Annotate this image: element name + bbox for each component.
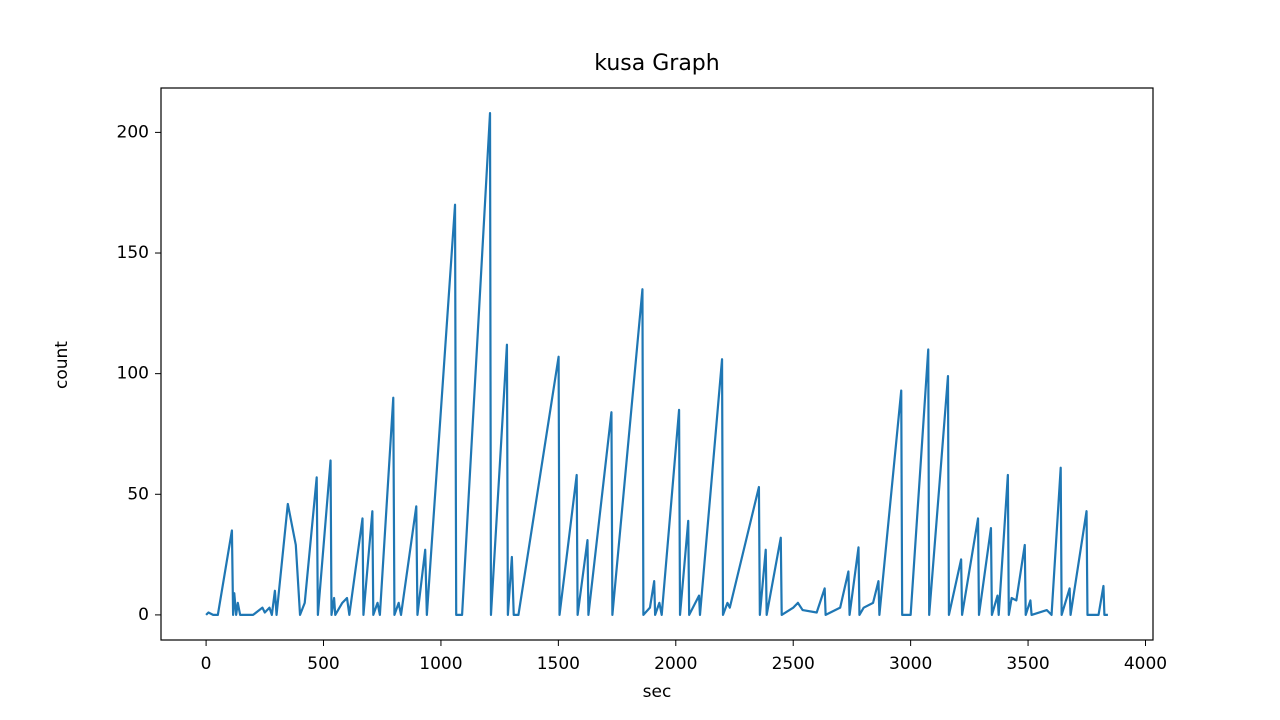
x-tick-label: 1500	[537, 654, 580, 674]
y-tick-label: 200	[117, 122, 149, 142]
y-tick-label: 50	[127, 484, 149, 504]
axes-frame	[160, 87, 1154, 641]
x-tick-label: 2500	[772, 654, 815, 674]
y-axis-label: count	[52, 341, 72, 389]
x-tick-label: 3000	[889, 654, 932, 674]
x-axis-label: sec	[643, 682, 672, 702]
data-line	[205, 111, 1108, 617]
y-tick-label: 150	[117, 243, 149, 263]
x-tick-label: 3500	[1006, 654, 1049, 674]
x-tick-label: 0	[201, 654, 212, 674]
chart-title: kusa Graph	[594, 51, 719, 76]
x-tick-label: 4000	[1124, 654, 1167, 674]
y-tick-label: 100	[117, 364, 149, 384]
x-tick-label: 500	[307, 654, 339, 674]
y-tick-label: 0	[138, 605, 149, 625]
x-tick-label: 1000	[419, 654, 462, 674]
x-tick-label: 2000	[654, 654, 697, 674]
